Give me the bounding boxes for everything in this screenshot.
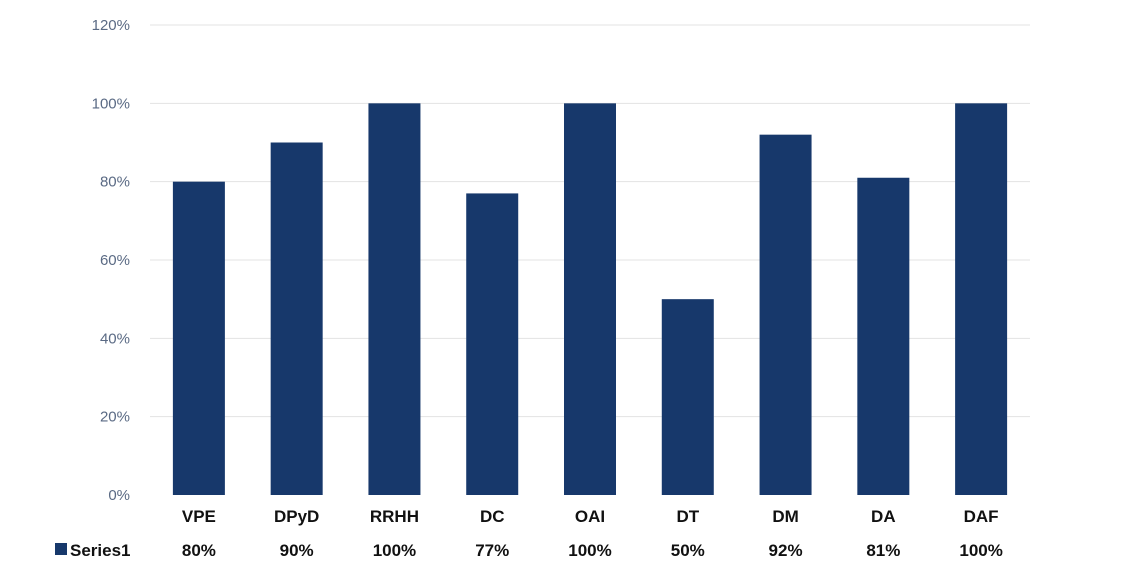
value-labels: 80% 90% 100% 77% 100% 50% 92% 81% 100%	[182, 541, 1003, 560]
bar-dc	[466, 193, 519, 495]
value-label: 90%	[280, 541, 314, 560]
category-label: DT	[676, 507, 699, 526]
category-labels: VPE DPyD RRHH DC OAI DT DM DA DAF	[182, 507, 999, 526]
bar-dpyd	[270, 142, 323, 495]
bar-vpe	[172, 181, 225, 495]
value-label: 50%	[671, 541, 705, 560]
bar-dm	[759, 134, 812, 495]
y-tick-label: 0%	[108, 487, 130, 504]
y-tick-label: 100%	[92, 95, 130, 112]
series-name: Series1	[70, 541, 131, 560]
value-label: 100%	[959, 541, 1002, 560]
y-tick-label: 40%	[100, 330, 130, 347]
category-label: VPE	[182, 507, 216, 526]
bar-dt	[661, 299, 714, 495]
value-label: 92%	[769, 541, 803, 560]
bar-daf	[955, 103, 1008, 495]
y-tick-label: 60%	[100, 252, 130, 269]
value-label: 81%	[866, 541, 900, 560]
y-tick-label: 80%	[100, 174, 130, 191]
category-label: OAI	[575, 507, 605, 526]
value-label: 100%	[373, 541, 416, 560]
category-label: DPyD	[274, 507, 319, 526]
y-axis-ticks: 0% 20% 40% 60% 80% 100% 120%	[92, 17, 130, 504]
category-label: RRHH	[370, 507, 419, 526]
y-tick-label: 120%	[92, 17, 130, 34]
category-label: DA	[871, 507, 896, 526]
bar-rrhh	[368, 103, 421, 495]
data-table: Series1	[55, 541, 131, 560]
bars	[172, 103, 1008, 495]
category-label: DM	[772, 507, 798, 526]
value-label: 80%	[182, 541, 216, 560]
bar-da	[857, 177, 910, 495]
value-label: 100%	[568, 541, 611, 560]
category-label: DAF	[964, 507, 999, 526]
legend-swatch	[55, 543, 67, 555]
category-label: DC	[480, 507, 505, 526]
bar-oai	[564, 103, 616, 495]
value-label: 77%	[475, 541, 509, 560]
y-tick-label: 20%	[100, 409, 130, 426]
